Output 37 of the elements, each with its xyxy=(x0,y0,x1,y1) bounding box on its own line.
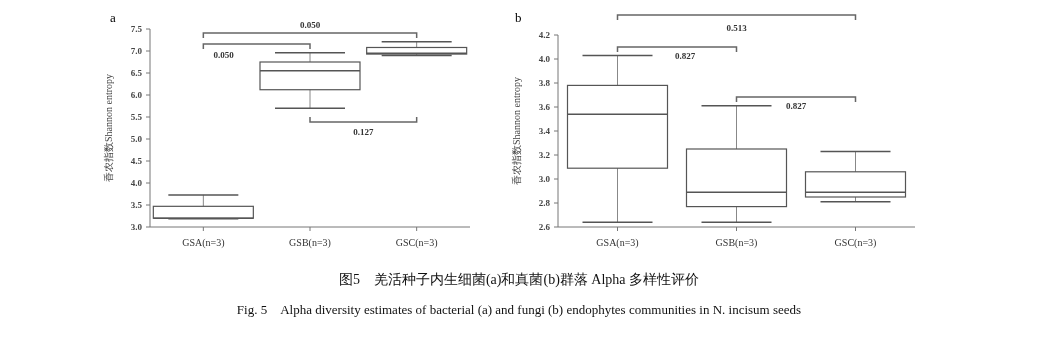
y-tick-label: 3.5 xyxy=(130,200,143,211)
y-tick-label: 7.0 xyxy=(130,46,143,57)
annotation: 0.827 xyxy=(785,101,807,111)
y-tick-label: 6.5 xyxy=(130,68,143,79)
y-axis-title: 香农指数Shannon entropy xyxy=(103,73,114,183)
x-tick-label: GSC(n=3) xyxy=(834,237,877,249)
y-tick-label: 5.5 xyxy=(130,112,143,123)
y-tick-label: 2.6 xyxy=(538,222,551,233)
y-tick-label: 4.0 xyxy=(130,178,143,189)
y-tick-label: 2.8 xyxy=(538,198,551,209)
chart-title: a xyxy=(110,10,116,25)
y-tick-label: 3.4 xyxy=(538,126,551,137)
y-axis-title: 香农指数Shannon entropy xyxy=(511,76,522,186)
y-tick-label: 3.0 xyxy=(130,222,143,233)
annotation: 0.827 xyxy=(674,51,696,61)
y-tick-label: 6.0 xyxy=(130,90,143,101)
y-tick-label: 4.0 xyxy=(538,54,551,65)
x-tick-label: GSA(n=3) xyxy=(596,237,639,249)
y-tick-label: 4.5 xyxy=(130,156,143,167)
y-tick-label: 7.5 xyxy=(130,24,143,35)
caption: 图5 羌活种子内生细菌(a)和真菌(b)群落 Alpha 多样性评价 xyxy=(338,272,700,288)
chart-title: b xyxy=(515,10,522,25)
y-tick-label: 4.2 xyxy=(538,30,551,41)
y-tick-label: 3.8 xyxy=(538,78,551,89)
y-tick-label: 3.0 xyxy=(538,174,551,185)
text: 0.513 xyxy=(726,23,748,33)
annotation: 0.050 xyxy=(213,50,235,60)
y-tick-label: 3.6 xyxy=(538,102,551,113)
y-tick-label: 5.0 xyxy=(130,134,143,145)
x-tick-label: GSA(n=3) xyxy=(182,237,225,249)
x-tick-label: GSC(n=3) xyxy=(395,237,438,249)
annotation: 0.050 xyxy=(299,20,321,30)
caption: Fig. 5 Alpha diversity estimates of bacterial (a) and fungi (b) endophytes communities in N. incisum seeds xyxy=(236,302,802,317)
x-tick-label: GSB(n=3) xyxy=(715,237,758,249)
annotation: 0.127 xyxy=(353,127,374,137)
y-tick-label: 3.2 xyxy=(538,150,551,161)
x-tick-label: GSB(n=3) xyxy=(289,237,331,249)
